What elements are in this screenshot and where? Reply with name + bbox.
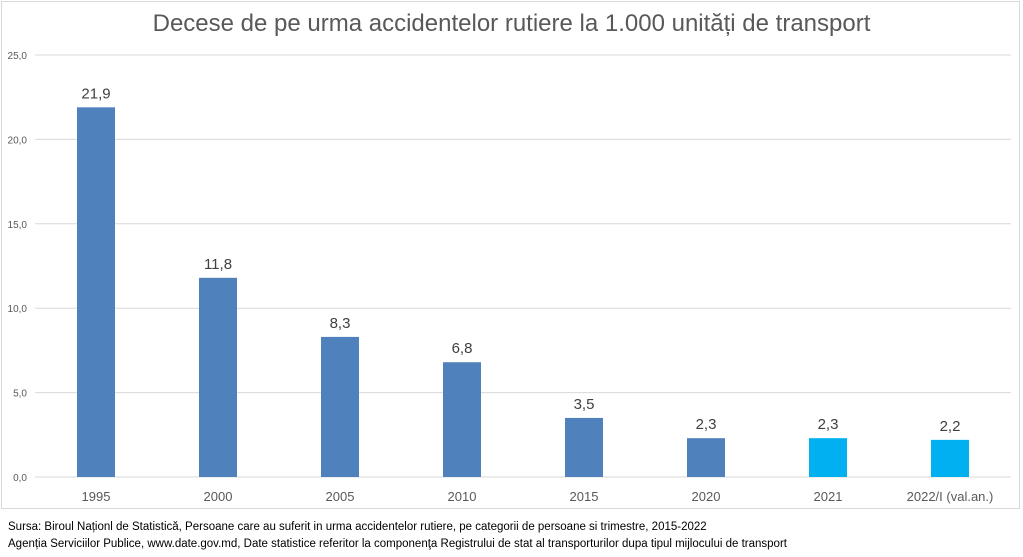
bar [565, 417, 603, 477]
bar [199, 277, 237, 477]
x-tick-label: 2021 [814, 489, 843, 504]
y-tick-label: 25,0 [8, 51, 28, 62]
data-label: 21,9 [81, 85, 110, 102]
y-tick-label: 20,0 [8, 135, 28, 146]
bar [687, 438, 725, 477]
y-tick-label: 15,0 [8, 220, 28, 231]
x-tick-label: 2005 [326, 489, 355, 504]
chart-title: Decese de pe urma accidentelor rutiere l… [152, 10, 871, 37]
data-label: 2,3 [818, 416, 839, 433]
y-tick-label: 5,0 [13, 389, 27, 400]
y-tick-label: 10,0 [8, 304, 28, 315]
bar-chart: 0,0 5,0 10,0 15,0 20,0 25,0 21,9 1995 11,8 2000 8,… [8, 51, 1011, 504]
bar [931, 439, 969, 477]
data-label: 6,8 [452, 340, 473, 357]
source-line-2: Agenția Serviciilor Publice, www.date.go… [8, 538, 787, 550]
bar [443, 362, 481, 477]
chart-frame [1, 1, 1020, 509]
bar [77, 107, 115, 477]
x-tick-label: 1995 [82, 489, 111, 504]
data-label: 8,3 [330, 315, 351, 332]
data-label: 2,3 [696, 416, 717, 433]
x-tick-label: 2015 [570, 489, 599, 504]
data-label: 2,2 [940, 418, 961, 435]
x-tick-label: 2022/I (val.an.) [907, 489, 994, 504]
bar [321, 336, 359, 477]
y-tick-label: 0,0 [13, 473, 27, 484]
data-label: 11,8 [204, 256, 232, 273]
bar [809, 438, 847, 477]
data-label: 3,5 [574, 396, 595, 413]
source-line-1: Sursa: Biroul Naționl de Statistică, Per… [8, 521, 707, 533]
x-tick-label: 2020 [692, 489, 721, 504]
x-tick-label: 2010 [448, 489, 477, 504]
x-tick-label: 2000 [204, 489, 233, 504]
